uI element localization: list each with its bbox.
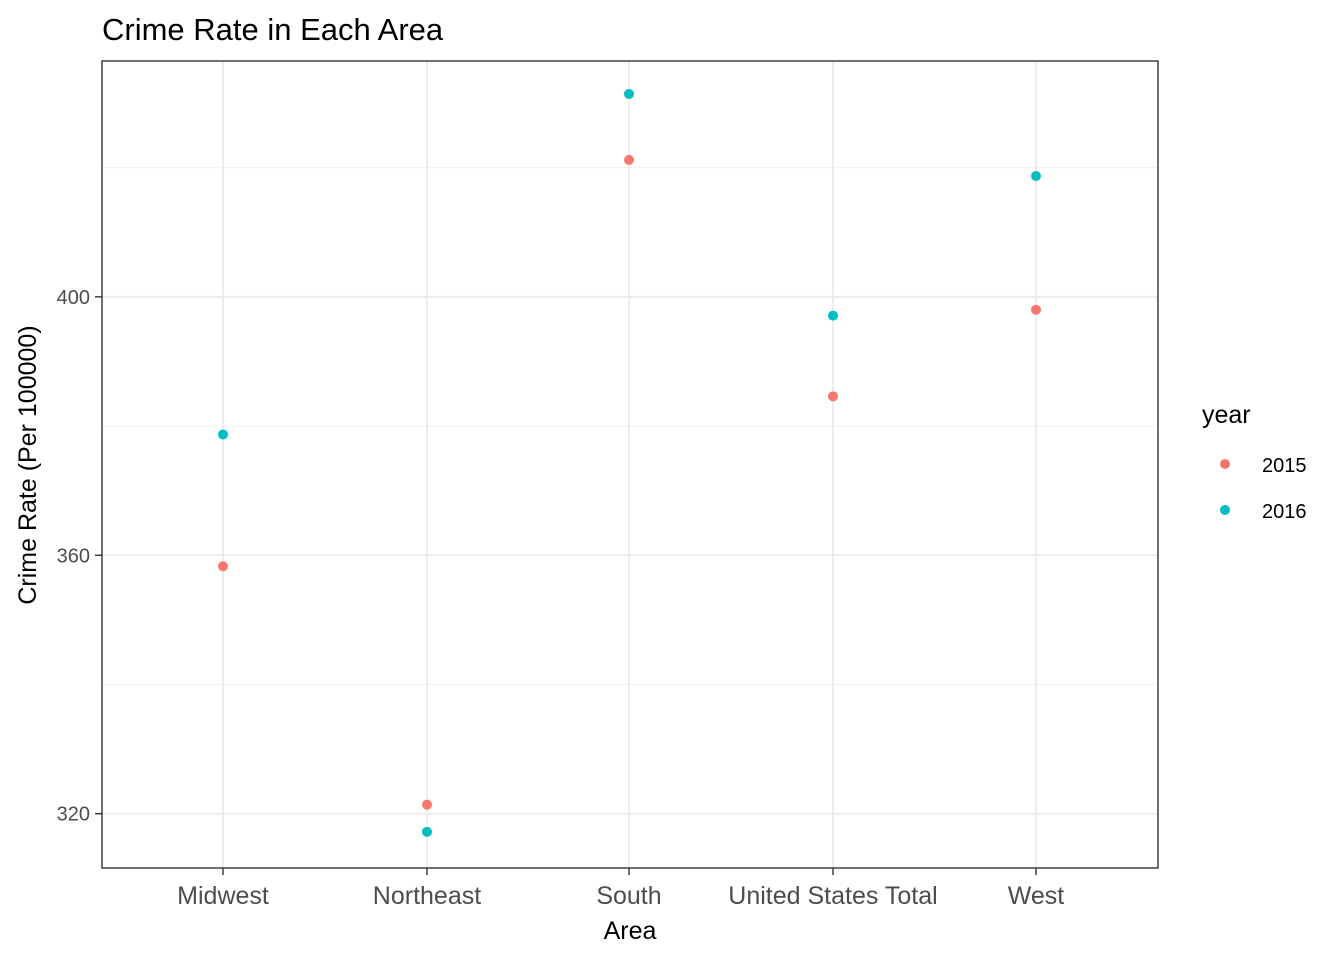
data-point [422, 799, 432, 810]
x-axis: Midwest Northeast South United States Total… [177, 868, 1064, 910]
y-tick-label: 360 [57, 545, 90, 567]
x-axis-title: Area [604, 917, 657, 945]
x-tick-label: United States Total [728, 882, 937, 910]
y-tick-label: 320 [57, 804, 90, 826]
legend-key [1220, 459, 1230, 469]
chart-title: Crime Rate in Each Area [102, 12, 444, 47]
data-point [1031, 171, 1041, 182]
x-tick-label: West [1008, 882, 1065, 910]
data-point [218, 429, 228, 440]
minor-gridlines [102, 167, 1158, 686]
data-point [828, 391, 838, 402]
major-gridlines [102, 61, 1158, 868]
plot-panel-border [101, 60, 1159, 869]
legend-items: 2015 2016 [1220, 455, 1307, 523]
data-point [1031, 304, 1041, 315]
data-point [624, 88, 634, 99]
data-point [218, 561, 228, 572]
data-point [422, 826, 432, 837]
x-tick-label: South [596, 882, 661, 910]
x-tick-label: Northeast [373, 882, 481, 910]
legend-label: 2015 [1262, 455, 1307, 477]
data-points [218, 88, 1041, 837]
legend-label: 2016 [1262, 501, 1307, 523]
data-point [828, 310, 838, 321]
y-axis: 320 360 400 [57, 287, 102, 826]
y-tick-label: 400 [57, 287, 90, 309]
y-axis-title: Crime Rate (Per 100000) [14, 325, 42, 604]
legend-title: year [1202, 401, 1251, 429]
legend-key [1220, 505, 1230, 515]
data-point [624, 154, 634, 165]
x-tick-label: Midwest [177, 882, 269, 910]
legend: year 2015 2016 [1202, 401, 1307, 523]
